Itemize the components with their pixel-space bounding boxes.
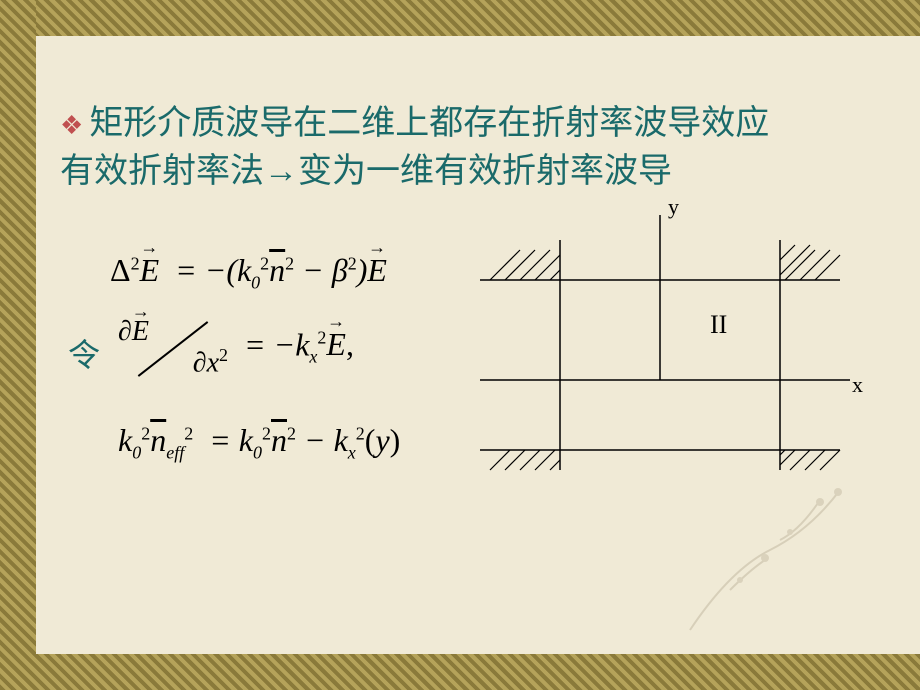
equation-3: k02neff2 = k02n2 − kx2(y) bbox=[118, 420, 400, 465]
equation-2: ∂→E ∂x2 = −kx2→E, bbox=[118, 316, 354, 380]
border-left bbox=[0, 0, 36, 690]
border-bottom bbox=[0, 654, 920, 690]
border-top bbox=[0, 0, 920, 36]
let-label: 令 bbox=[68, 330, 100, 376]
heading-line1: 矩形介质波导在二维上都存在折射率波导效应 bbox=[89, 105, 769, 142]
bullet-icon: ❖ bbox=[60, 111, 83, 140]
heading: ❖矩形介质波导在二维上都存在折射率波导效应 有效折射率法→变为一维有效折射率波导 bbox=[60, 100, 880, 195]
slide: ❖矩形介质波导在二维上都存在折射率波导效应 有效折射率法→变为一维有效折射率波导… bbox=[0, 0, 920, 690]
equation-1: Δ2→E = −(k02n2 − β2)→E bbox=[110, 250, 387, 295]
axis-label-y: y bbox=[668, 194, 679, 220]
waveguide-diagram: y x II bbox=[480, 200, 880, 480]
axis-label-x: x bbox=[852, 372, 863, 398]
region-label: II bbox=[710, 310, 727, 340]
heading-line2: 有效折射率法→变为一维有效折射率波导 bbox=[60, 153, 672, 190]
diagram-svg bbox=[480, 200, 880, 480]
